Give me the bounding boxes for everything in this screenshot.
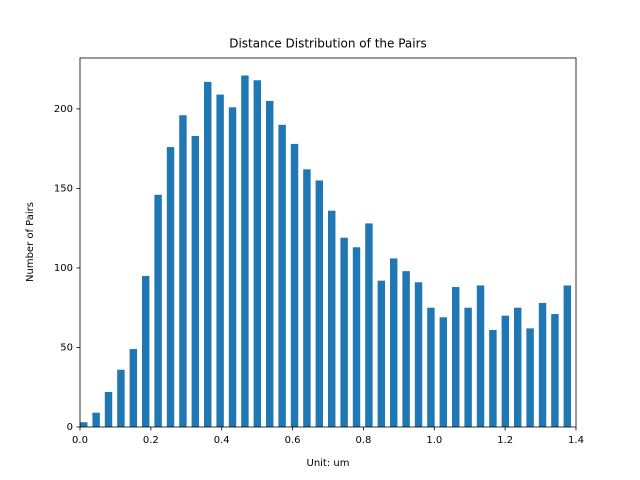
y-axis-label: Number of Pairs	[25, 202, 36, 282]
bar	[464, 307, 472, 427]
x-tick-label: 0.6	[285, 435, 301, 446]
bar	[526, 328, 534, 427]
y-tick-label: 50	[60, 342, 73, 353]
bar	[377, 280, 386, 427]
bar	[390, 258, 398, 427]
x-tick-label: 0.8	[355, 435, 371, 446]
bar	[266, 100, 274, 427]
x-tick-label: 0.4	[214, 435, 230, 446]
bar	[253, 80, 262, 427]
bar	[241, 75, 249, 427]
x-tick-label: 1.4	[568, 435, 584, 446]
bar	[117, 369, 125, 427]
bar	[228, 107, 237, 428]
bar	[204, 81, 212, 427]
bar	[402, 271, 410, 427]
bar	[427, 307, 435, 427]
x-tick-label: 1.2	[497, 435, 513, 446]
x-tick-label: 0.0	[72, 435, 88, 446]
y-tick-label: 150	[54, 183, 73, 194]
x-tick-label: 1.0	[426, 435, 442, 446]
y-tick-label: 200	[54, 104, 73, 115]
bar	[514, 307, 522, 427]
bar	[154, 194, 162, 427]
bar	[315, 180, 324, 427]
x-tick-label: 0.2	[143, 435, 159, 446]
bar	[551, 314, 559, 427]
bar	[489, 329, 497, 427]
bar	[365, 223, 373, 427]
bar	[142, 275, 150, 427]
bar	[538, 302, 547, 427]
bar	[501, 315, 510, 427]
bar	[414, 282, 423, 427]
bar	[303, 169, 311, 427]
bar	[290, 143, 299, 427]
bar	[179, 115, 187, 428]
bar	[129, 349, 138, 427]
bar	[340, 237, 348, 427]
bar	[80, 422, 88, 427]
bar	[104, 392, 113, 427]
bar	[452, 287, 460, 427]
x-axis-label: Unit: um	[307, 458, 350, 469]
y-tick-label: 0	[67, 422, 73, 433]
bar	[278, 124, 286, 427]
bar	[563, 285, 572, 427]
chart-title: Distance Distribution of the Pairs	[229, 37, 427, 51]
y-tick-label: 100	[54, 263, 73, 274]
bar	[476, 285, 485, 427]
bar	[352, 247, 361, 427]
bar	[216, 94, 224, 427]
bar	[166, 147, 175, 427]
bar	[92, 412, 100, 427]
bar	[439, 317, 448, 427]
bar	[191, 135, 200, 427]
axes-frame	[79, 57, 577, 428]
bar	[328, 210, 336, 427]
